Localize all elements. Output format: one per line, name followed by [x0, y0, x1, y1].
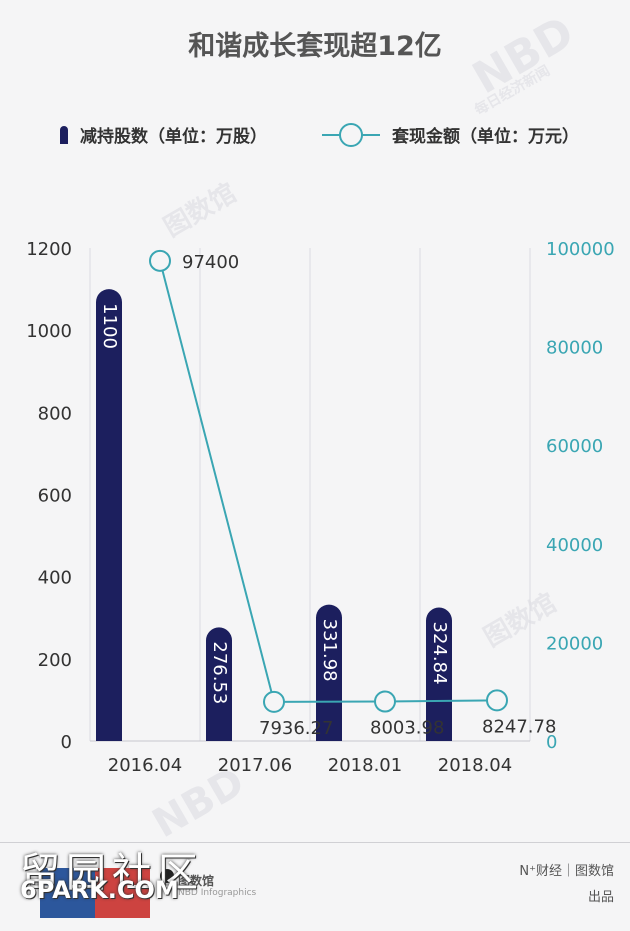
footer-brand: N⁺财经｜图数馆: [519, 864, 614, 879]
legend-line-label: 套现金额（单位：万元）: [392, 127, 579, 147]
y-right-tick-label: 0: [546, 732, 557, 753]
y-right-tick-label: 40000: [546, 535, 603, 556]
line-point: [149, 249, 171, 272]
line-data-label: 8247.78: [482, 716, 556, 737]
line-data-label: 7936.27: [259, 718, 333, 739]
y-left-tick-label: 800: [38, 403, 72, 424]
x-tick-label: 2018.04: [438, 755, 512, 776]
chart-title: 和谐成长套现超12亿: [188, 31, 442, 62]
y-right-tick-label: 60000: [546, 436, 603, 457]
y-left-tick-label: 1200: [26, 239, 72, 260]
y-left-tick-label: 400: [38, 568, 72, 589]
bar: [96, 289, 122, 741]
y-right-tick-label: 100000: [546, 239, 615, 260]
y-left-tick-label: 600: [38, 486, 72, 507]
y-left-tick-label: 200: [38, 650, 72, 671]
legend-bar-label: 减持股数（单位：万股）: [80, 127, 267, 147]
x-tick-label: 2016.04: [108, 755, 182, 776]
y-left-tick-label: 0: [61, 732, 72, 753]
y-right-tick-label: 20000: [546, 633, 603, 654]
nbd-infographics-sub: NBD Infographics: [178, 888, 257, 898]
footer-divider: [0, 842, 630, 843]
footer-produced: 出品: [587, 890, 614, 905]
legend-line-marker: [339, 123, 363, 147]
x-tick-label: 2017.06: [218, 755, 292, 776]
line-data-label: 97400: [182, 252, 239, 273]
bar-data-label: 1100: [99, 303, 120, 349]
nbd-circle-icon: [160, 869, 174, 883]
bar-data-label: 276.53: [209, 641, 230, 704]
bar: [426, 607, 452, 741]
line-data-label: 8003.98: [370, 718, 444, 739]
bar-data-label: 324.84: [429, 622, 450, 685]
nbd-infographics-logo: 图数馆: [178, 874, 215, 888]
line-point: [374, 690, 396, 713]
y-left-tick-label: 1000: [26, 321, 72, 342]
overlay-watermark-title: 留园社区: [20, 850, 204, 896]
bar-data-label: 331.98: [319, 619, 340, 682]
line-point: [263, 690, 285, 713]
x-tick-label: 2018.01: [328, 755, 402, 776]
nbd-logo-blue: [40, 868, 95, 918]
legend-bar-swatch: [60, 126, 68, 144]
line-series: [159, 260, 498, 703]
line-point: [486, 689, 508, 712]
bar: [316, 604, 342, 741]
bar: [206, 627, 232, 741]
y-right-tick-label: 80000: [546, 338, 603, 359]
overlay-watermark-site: 6PARK.COM: [20, 876, 179, 904]
